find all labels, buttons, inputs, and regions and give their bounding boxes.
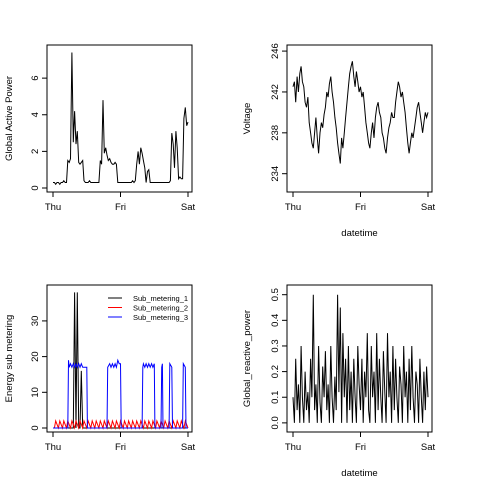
x-axis-label: datetime [341, 228, 377, 239]
y-tick-label: 30 [30, 316, 41, 327]
y-tick-label: 238 [270, 125, 281, 141]
x-tick-label: Sat [421, 202, 436, 213]
x-axis-label: datetime [341, 468, 377, 479]
legend-entry: Sub_metering_1 [133, 294, 188, 303]
x-tick-label: Thu [285, 202, 301, 213]
y-axis-label: Voltage [242, 103, 253, 135]
y-tick-label: 0.0 [270, 416, 281, 429]
x-tick-label: Thu [45, 202, 61, 213]
x-tick-label: Fri [355, 202, 366, 213]
x-tick-label: Sat [181, 442, 196, 453]
y-tick-label: 0.1 [270, 391, 281, 404]
y-tick-label: 246 [270, 43, 281, 59]
x-tick-label: Fri [115, 202, 126, 213]
chart-panel-1: Thu Fri Sat 0 2 4 6 Global Active Power [4, 44, 196, 213]
y-tick-label: 2 [30, 149, 41, 154]
x-tick-label: Sat [181, 202, 196, 213]
y-tick-label: 234 [270, 166, 281, 182]
series-line-sub_metering_3 [53, 358, 188, 429]
y-tick-label: 10 [30, 387, 41, 398]
y-axis-label: Global_reactive_power [242, 310, 253, 407]
plot-frame [46, 284, 193, 433]
y-axis-label: Global Active Power [4, 76, 15, 161]
y-tick-label: 0.4 [270, 314, 281, 327]
chart-panel-3: Thu Fri Sat 0 10 20 30 Energy sub metering Sub_m… [4, 284, 196, 453]
series-line [292, 61, 429, 164]
y-tick-label: 0.3 [270, 339, 281, 352]
x-tick-label: Thu [45, 442, 61, 453]
series-line-sub_metering_2 [53, 419, 189, 430]
y-tick-label: 0 [30, 185, 41, 190]
y-tick-label: 6 [30, 75, 41, 80]
y-tick-label: 4 [30, 112, 41, 117]
series-line [53, 52, 189, 186]
y-tick-label: 0 [30, 425, 41, 430]
series-line-sub_metering_1 [53, 292, 188, 429]
chart-panel-2: Thu Fri Sat 234 238 242 246 datetime Voltage [242, 43, 435, 239]
x-tick-label: Sat [421, 442, 436, 453]
plot-frame [286, 44, 433, 193]
plot-frame [286, 284, 433, 433]
x-tick-label: Fri [355, 442, 366, 453]
legend-entry: Sub_metering_2 [133, 304, 188, 313]
y-tick-label: 242 [270, 84, 281, 100]
y-tick-label: 20 [30, 351, 41, 362]
plot-frame [46, 44, 193, 193]
y-tick-label: 0.5 [270, 288, 281, 301]
chart-panel-4: Thu Fri Sat 0.0 0.1 0.2 0.3 0.4 0.5 datetime Globa… [242, 284, 436, 479]
x-tick-label: Thu [285, 442, 301, 453]
y-axis-label: Energy sub metering [4, 315, 15, 403]
legend-entry: Sub_metering_3 [133, 313, 188, 322]
y-tick-label: 0.2 [270, 365, 281, 378]
x-tick-label: Fri [115, 442, 126, 453]
series-line [292, 294, 429, 423]
